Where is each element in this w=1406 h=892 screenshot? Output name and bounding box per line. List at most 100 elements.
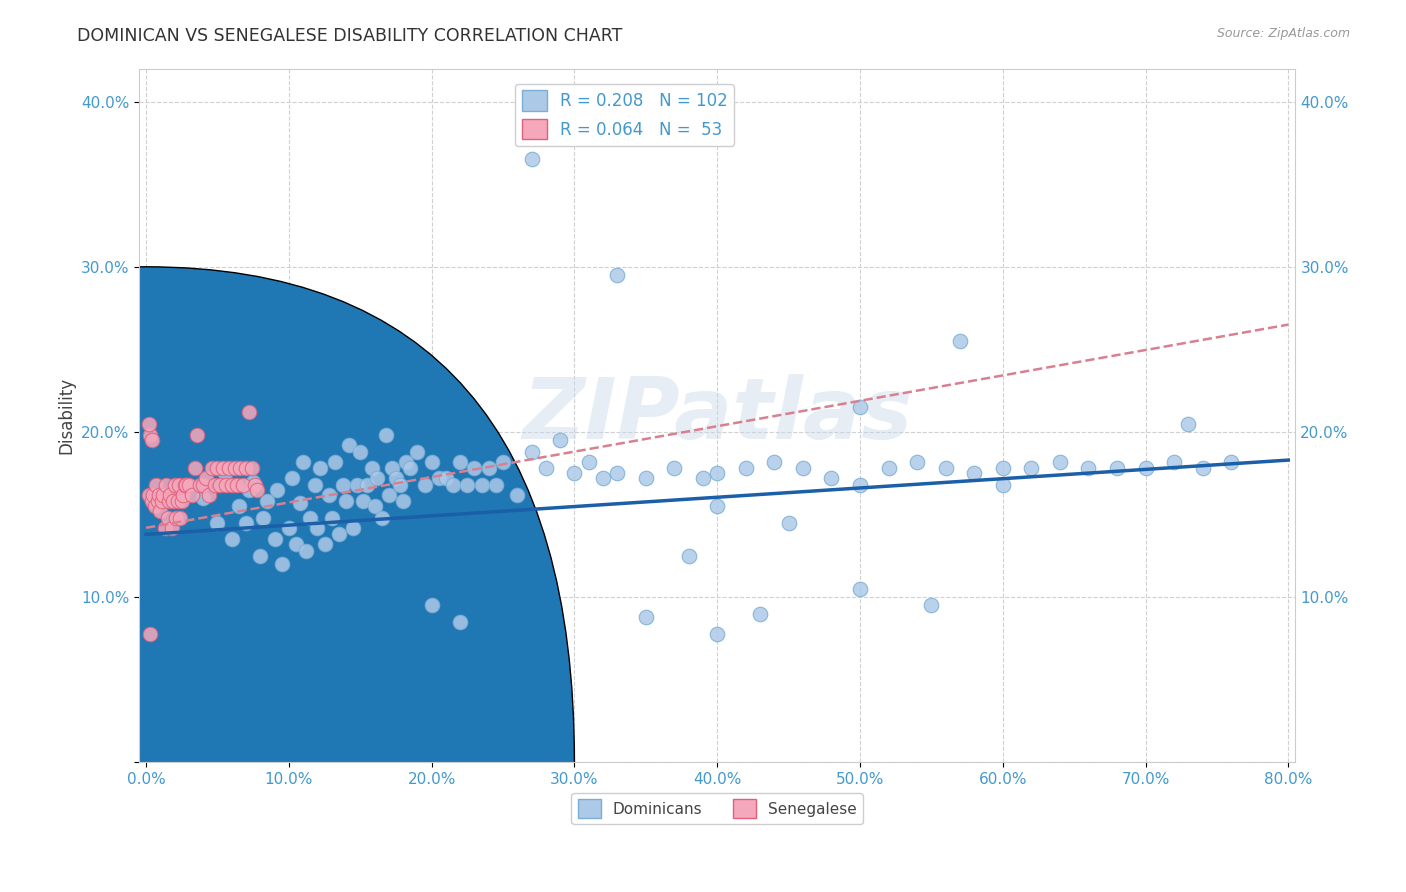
Point bbox=[277, 521, 299, 535]
Point bbox=[385, 471, 408, 485]
Point bbox=[1105, 461, 1128, 475]
Point bbox=[463, 461, 485, 475]
Point bbox=[218, 461, 240, 475]
Point bbox=[352, 494, 374, 508]
Point bbox=[215, 478, 238, 492]
Point bbox=[280, 471, 302, 485]
Point bbox=[592, 471, 614, 485]
Point bbox=[1077, 461, 1099, 475]
Point bbox=[378, 488, 401, 502]
Point bbox=[285, 537, 308, 551]
Point bbox=[606, 467, 628, 481]
Point bbox=[1177, 417, 1199, 431]
Point bbox=[520, 445, 543, 459]
Point bbox=[335, 494, 357, 508]
Point bbox=[193, 478, 215, 492]
Point bbox=[174, 478, 197, 492]
Point bbox=[226, 478, 249, 492]
Point bbox=[395, 455, 418, 469]
Point bbox=[706, 626, 728, 640]
Point bbox=[634, 471, 657, 485]
Point bbox=[295, 544, 318, 558]
Point bbox=[434, 471, 457, 485]
Point bbox=[141, 434, 163, 448]
Point bbox=[172, 488, 194, 502]
Point bbox=[232, 478, 254, 492]
Point bbox=[193, 491, 215, 505]
Point bbox=[157, 494, 180, 508]
Point bbox=[201, 461, 224, 475]
Point bbox=[138, 417, 160, 431]
Point bbox=[877, 461, 900, 475]
Point bbox=[366, 471, 388, 485]
Point bbox=[170, 494, 193, 508]
Point bbox=[849, 478, 872, 492]
Point bbox=[399, 461, 422, 475]
Point bbox=[177, 478, 200, 492]
Point bbox=[749, 607, 772, 621]
Point bbox=[478, 461, 501, 475]
Point bbox=[427, 471, 450, 485]
Point bbox=[420, 455, 443, 469]
Point bbox=[307, 521, 329, 535]
Point bbox=[548, 434, 571, 448]
Point bbox=[160, 521, 183, 535]
Point bbox=[167, 478, 190, 492]
Point bbox=[370, 511, 392, 525]
Point bbox=[240, 461, 263, 475]
Point bbox=[323, 455, 346, 469]
Point bbox=[149, 504, 172, 518]
Text: DOMINICAN VS SENEGALESE DISABILITY CORRELATION CHART: DOMINICAN VS SENEGALESE DISABILITY CORRE… bbox=[77, 27, 623, 45]
Point bbox=[318, 488, 340, 502]
Point bbox=[792, 461, 814, 475]
Point bbox=[1049, 455, 1071, 469]
Point bbox=[441, 478, 464, 492]
Point bbox=[170, 483, 193, 497]
Point bbox=[142, 488, 165, 502]
Text: Source: ZipAtlas.com: Source: ZipAtlas.com bbox=[1216, 27, 1350, 40]
Point bbox=[337, 438, 360, 452]
Point bbox=[212, 461, 235, 475]
Point bbox=[224, 461, 246, 475]
Point bbox=[1163, 455, 1185, 469]
Point bbox=[207, 461, 229, 475]
Point bbox=[763, 455, 786, 469]
Point bbox=[413, 478, 436, 492]
Point bbox=[150, 494, 173, 508]
Point bbox=[180, 488, 202, 502]
Point bbox=[204, 478, 226, 492]
Point bbox=[139, 428, 162, 442]
Point bbox=[292, 455, 315, 469]
Point bbox=[195, 471, 218, 485]
Point bbox=[706, 500, 728, 514]
Point bbox=[506, 488, 529, 502]
Point bbox=[246, 483, 269, 497]
Point bbox=[706, 467, 728, 481]
Point bbox=[389, 478, 412, 492]
Point bbox=[578, 455, 600, 469]
Point bbox=[238, 483, 260, 497]
Point bbox=[492, 455, 515, 469]
Point bbox=[229, 461, 252, 475]
Point bbox=[449, 615, 471, 629]
Point bbox=[328, 527, 350, 541]
Point bbox=[299, 511, 322, 525]
Point bbox=[420, 599, 443, 613]
Y-axis label: Disability: Disability bbox=[58, 377, 75, 454]
Point bbox=[270, 557, 292, 571]
Point bbox=[165, 511, 187, 525]
Point bbox=[155, 478, 177, 492]
Point bbox=[778, 516, 800, 530]
Point bbox=[152, 488, 174, 502]
Point bbox=[221, 533, 243, 547]
Point bbox=[214, 467, 236, 481]
Point bbox=[156, 511, 179, 525]
Text: ZIPatlas: ZIPatlas bbox=[522, 374, 912, 457]
Point bbox=[692, 471, 714, 485]
Point bbox=[664, 461, 686, 475]
Point bbox=[471, 478, 494, 492]
Point bbox=[564, 467, 586, 481]
Point bbox=[148, 488, 170, 502]
Point bbox=[321, 511, 343, 525]
Point bbox=[209, 478, 232, 492]
